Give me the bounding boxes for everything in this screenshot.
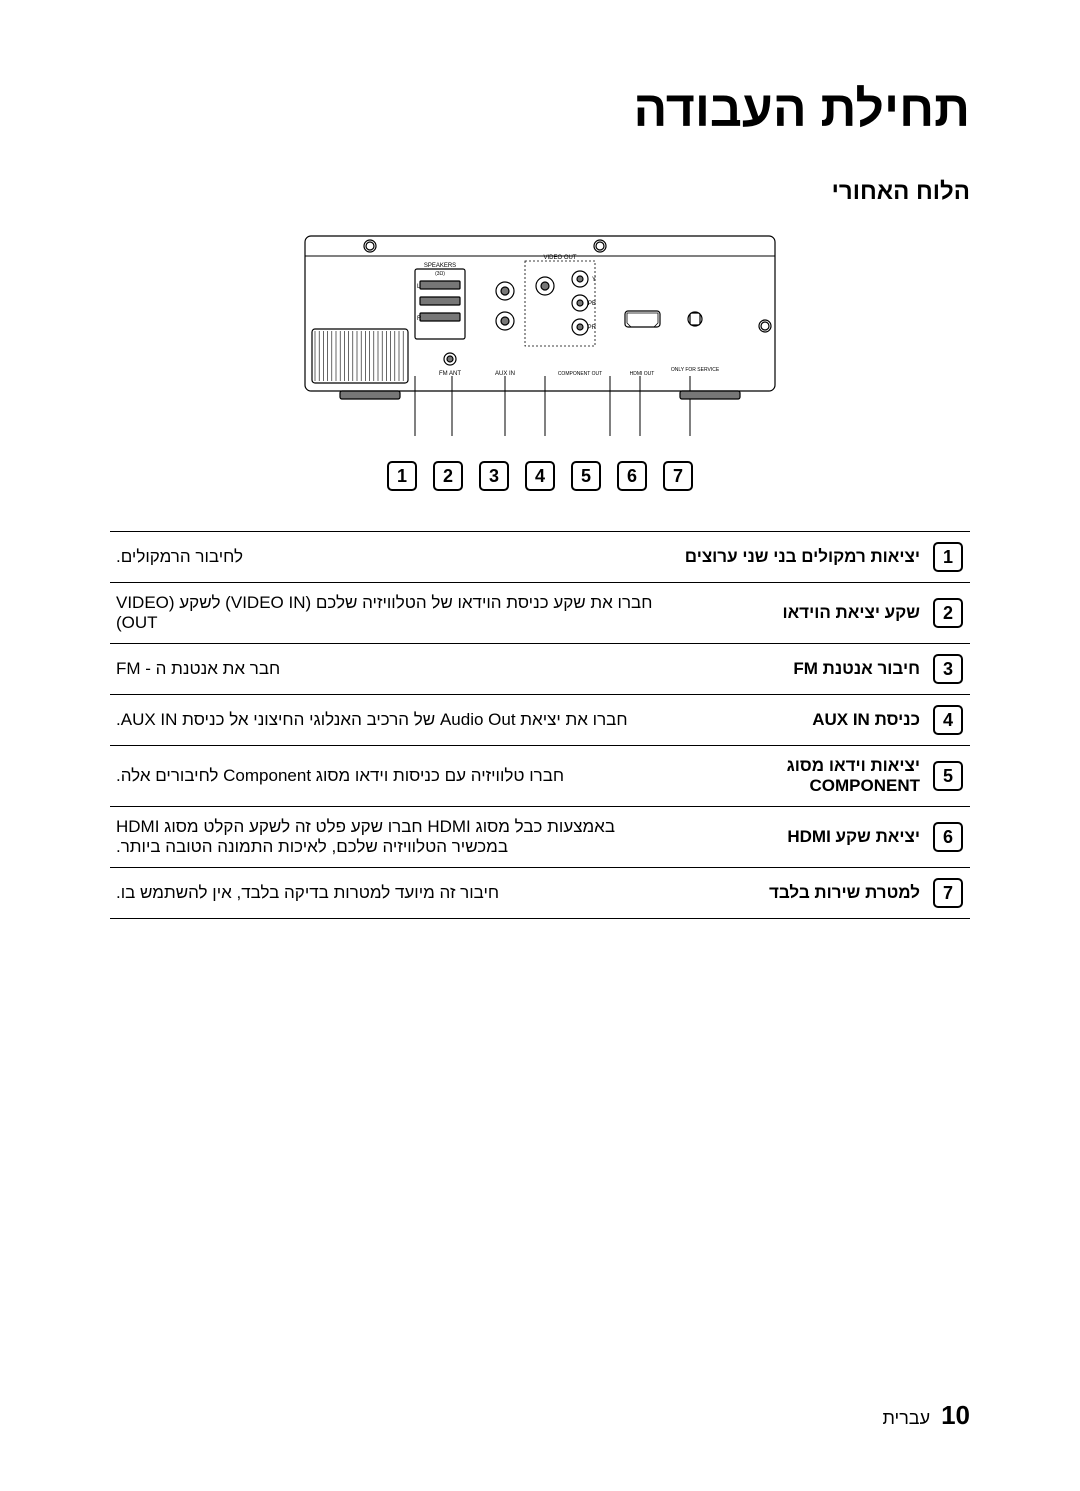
callout-3: 3 <box>479 461 509 491</box>
svg-text:COMPONENT OUT: COMPONENT OUT <box>558 371 602 377</box>
row-description: חברו טלוויזיה עם כניסות וידאו מסוג Compo… <box>110 746 666 807</box>
callout-4: 4 <box>525 461 555 491</box>
svg-text:SPEAKERS: SPEAKERS <box>424 263 456 269</box>
row-number: 1 <box>933 542 963 572</box>
table-row: 7למטרת שירות בלבדחיבור זה מיועד למטרות ב… <box>110 868 970 919</box>
section-title: הלוח האחורי <box>110 178 970 206</box>
callout-5: 5 <box>571 461 601 491</box>
connector-table: 1יציאות רמקולים בני שני ערוציםלחיבור הרמ… <box>110 531 970 919</box>
row-description: חברו את יציאת Audio Out של הרכיב האנלוגי… <box>110 695 666 746</box>
row-label: יציאות וידאו מסוג COMPONENT <box>666 746 926 807</box>
table-row: 3חיבור אנטנת FMחבר את אנטנת ה - FM <box>110 644 970 695</box>
row-label: חיבור אנטנת FM <box>666 644 926 695</box>
callout-2: 2 <box>433 461 463 491</box>
page-number: 10 <box>941 1400 970 1430</box>
svg-text:FM ANT: FM ANT <box>439 371 461 377</box>
callout-1: 1 <box>387 461 417 491</box>
table-row: 1יציאות רמקולים בני שני ערוציםלחיבור הרמ… <box>110 532 970 583</box>
svg-text:HDMI OUT: HDMI OUT <box>630 371 655 377</box>
row-number: 4 <box>933 705 963 735</box>
svg-text:ONLY FOR SERVICE: ONLY FOR SERVICE <box>671 367 720 373</box>
callout-6: 6 <box>617 461 647 491</box>
row-label: יציאות רמקולים בני שני ערוצים <box>666 532 926 583</box>
table-row: 6יציאת שקע HDMIבאמצעות כבל מסוג HDMI חבר… <box>110 807 970 868</box>
row-label: למטרת שירות בלבד <box>666 868 926 919</box>
svg-text:PR: PR <box>588 325 597 331</box>
row-description: חברו את שקע כניסת הוידאו של הטלוויזיה של… <box>110 583 666 644</box>
svg-text:Y: Y <box>592 277 596 283</box>
row-description: חבר את אנטנת ה - FM <box>110 644 666 695</box>
row-description: באמצעות כבל מסוג HDMI חברו שקע פלט זה לש… <box>110 807 666 868</box>
table-row: 4כניסת AUX INחברו את יציאת Audio Out של … <box>110 695 970 746</box>
rear-panel-diagram: SPEAKERS(3Ω)LRFM ANTAUX INVIDEO OUTYPBPR… <box>110 231 970 441</box>
row-description: חיבור זה מיועד למטרות בדיקה בלבד, אין לה… <box>110 868 666 919</box>
callout-number-row: 1234567 <box>110 461 970 491</box>
row-label: שקע יציאת הוידאו <box>666 583 926 644</box>
row-label: כניסת AUX IN <box>666 695 926 746</box>
svg-text:PB: PB <box>588 301 596 307</box>
row-number: 2 <box>933 598 963 628</box>
table-row: 5יציאות וידאו מסוג COMPONENTחברו טלוויזי… <box>110 746 970 807</box>
svg-text:VIDEO OUT: VIDEO OUT <box>543 255 576 261</box>
row-label: יציאת שקע HDMI <box>666 807 926 868</box>
footer-lang: עברית <box>882 1408 930 1428</box>
row-number: 6 <box>933 822 963 852</box>
table-row: 2שקע יציאת הוידאוחברו את שקע כניסת הוידא… <box>110 583 970 644</box>
callout-7: 7 <box>663 461 693 491</box>
row-number: 5 <box>933 761 963 791</box>
row-number: 3 <box>933 654 963 684</box>
page-title: תחילת העבודה <box>110 80 970 138</box>
row-description: לחיבור הרמקולים. <box>110 532 666 583</box>
row-number: 7 <box>933 878 963 908</box>
svg-text:(3Ω): (3Ω) <box>435 271 445 277</box>
svg-text:R: R <box>417 316 422 322</box>
page-footer: 10 עברית <box>882 1400 970 1431</box>
